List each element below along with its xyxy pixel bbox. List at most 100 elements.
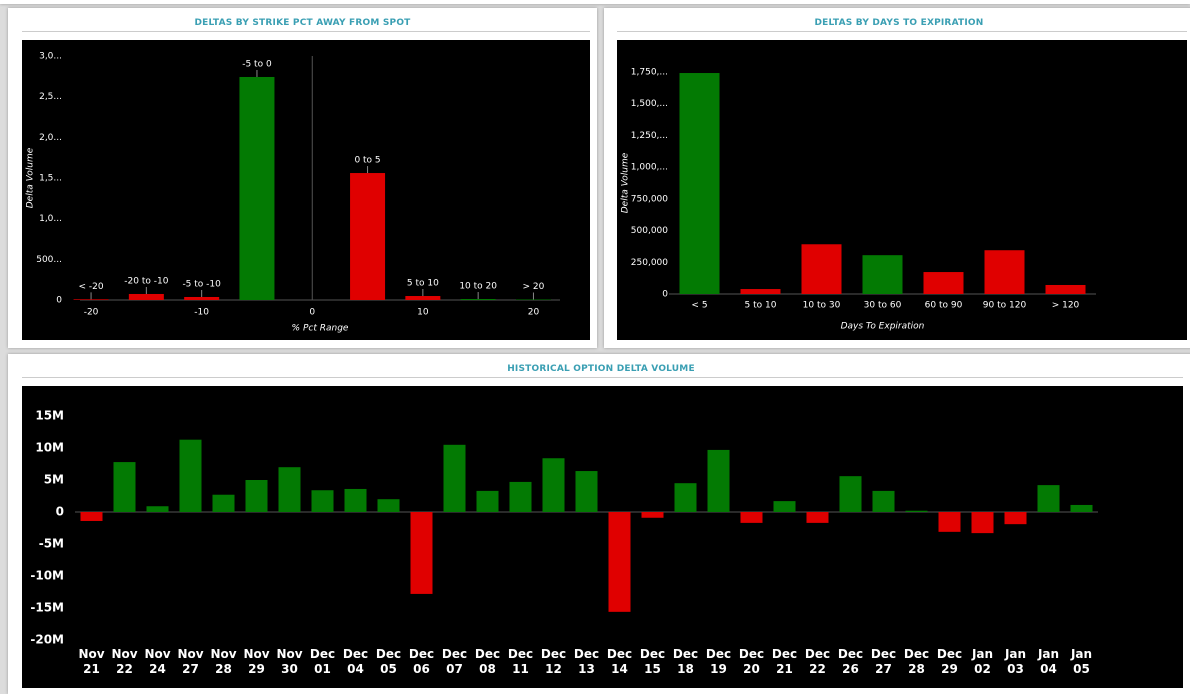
bar [476, 490, 499, 512]
bar [542, 458, 565, 512]
panel-title: DELTAS BY DAYS TO EXPIRATION [814, 18, 984, 28]
bar [674, 483, 697, 512]
bar [801, 244, 842, 294]
bar [350, 173, 386, 300]
x-tick-label: Dec 12 [540, 647, 567, 676]
x-tick-label: Dec 11 [507, 647, 534, 676]
bar-label: 5 to 10 [407, 279, 439, 289]
x-tick-label: Dec 13 [573, 647, 600, 676]
bar-label: > 20 [523, 282, 545, 292]
bar [410, 512, 433, 594]
plot-background [22, 40, 590, 340]
x-tick-label: 30 to 60 [864, 301, 902, 311]
title-rule [22, 31, 590, 32]
x-tick-label: Dec 22 [804, 647, 831, 676]
x-tick-label: Dec 19 [705, 647, 732, 676]
bar-label: 0 to 5 [354, 156, 380, 166]
bar [405, 296, 441, 300]
x-tick-label: Dec 15 [639, 647, 666, 676]
x-tick-label: 20 [528, 308, 540, 318]
bar [872, 490, 895, 512]
bar [344, 488, 367, 512]
x-tick-label: < 5 [691, 301, 707, 311]
x-tick-label: Nov 24 [144, 647, 171, 676]
x-tick-label: 5 to 10 [745, 301, 777, 311]
x-tick-label: Dec 28 [903, 647, 930, 676]
bar [515, 299, 551, 301]
y-tick-label: 0 [56, 296, 62, 306]
x-tick-label: Jan 04 [1037, 647, 1060, 676]
x-axis-title: Days To Expiration [841, 322, 925, 332]
bar [184, 296, 220, 300]
bar [938, 512, 961, 532]
x-tick-label: Nov 22 [111, 647, 138, 676]
bar [608, 512, 631, 612]
bar [212, 494, 235, 512]
bar [905, 510, 928, 512]
x-tick-label: Jan 03 [1004, 647, 1027, 676]
y-tick-label: 3,0... [39, 52, 62, 62]
bar [1070, 504, 1093, 512]
bar [128, 293, 164, 300]
x-tick-label: Nov 30 [276, 647, 303, 676]
bar-label: -20 to -10 [124, 276, 168, 286]
bar [740, 512, 763, 523]
x-tick-label: -10 [194, 308, 209, 318]
x-tick-label: Nov 28 [210, 647, 237, 676]
y-tick-label: 1,500,... [631, 99, 668, 109]
y-tick-label: -10M [30, 569, 64, 583]
bar [679, 73, 720, 294]
x-tick-label: Dec 04 [342, 647, 369, 676]
x-tick-label: Dec 20 [738, 647, 765, 676]
y-tick-label: 1,000,... [631, 163, 668, 173]
y-tick-label: 0 [662, 290, 668, 300]
y-tick-label: -5M [39, 537, 64, 551]
x-tick-label: Dec 05 [375, 647, 402, 676]
bar [641, 512, 664, 518]
y-tick-label: 2,0... [39, 133, 62, 143]
x-tick-label: Dec 27 [870, 647, 897, 676]
x-tick-label: Nov 21 [78, 647, 105, 676]
y-tick-label: 1,750,... [631, 68, 668, 78]
x-tick-label: Dec 06 [408, 647, 435, 676]
bar [377, 499, 400, 512]
x-tick-label: Dec 14 [606, 647, 633, 676]
bar [146, 506, 169, 512]
y-tick-label: 250,000 [631, 258, 668, 268]
x-tick-label: Dec 07 [441, 647, 468, 676]
x-tick-label: 10 [417, 308, 429, 318]
bar [707, 449, 730, 512]
bar [311, 490, 334, 512]
bar-label: < -20 [79, 282, 104, 292]
y-tick-label: 1,5... [39, 174, 62, 184]
bar-label: -5 to 0 [242, 59, 272, 69]
x-tick-label: Nov 29 [243, 647, 270, 676]
bar [971, 512, 994, 534]
bar [1037, 485, 1060, 512]
top-strip [0, 0, 1190, 4]
bar [773, 501, 796, 512]
y-tick-label: 15M [35, 409, 64, 423]
bar [575, 471, 598, 512]
bar-label: -5 to -10 [182, 279, 221, 289]
bar [278, 467, 301, 512]
bar [73, 299, 109, 300]
x-tick-label: 60 to 90 [925, 301, 963, 311]
x-tick-label: -20 [84, 308, 99, 318]
bar [740, 289, 781, 294]
x-tick-label: 0 [309, 308, 315, 318]
bar [509, 481, 532, 512]
y-tick-label: -20M [30, 633, 64, 647]
y-tick-label: 500... [36, 255, 62, 265]
x-axis-title: % Pct Range [292, 324, 349, 334]
bar [1045, 284, 1086, 294]
bar [984, 250, 1025, 294]
bar [862, 255, 903, 294]
panel-title: DELTAS BY STRIKE PCT AWAY FROM SPOT [194, 18, 411, 28]
y-tick-label: 1,250,... [631, 131, 668, 141]
panel-title: HISTORICAL OPTION DELTA VOLUME [507, 364, 695, 374]
y-tick-label: 5M [44, 473, 64, 487]
bar [839, 476, 862, 512]
